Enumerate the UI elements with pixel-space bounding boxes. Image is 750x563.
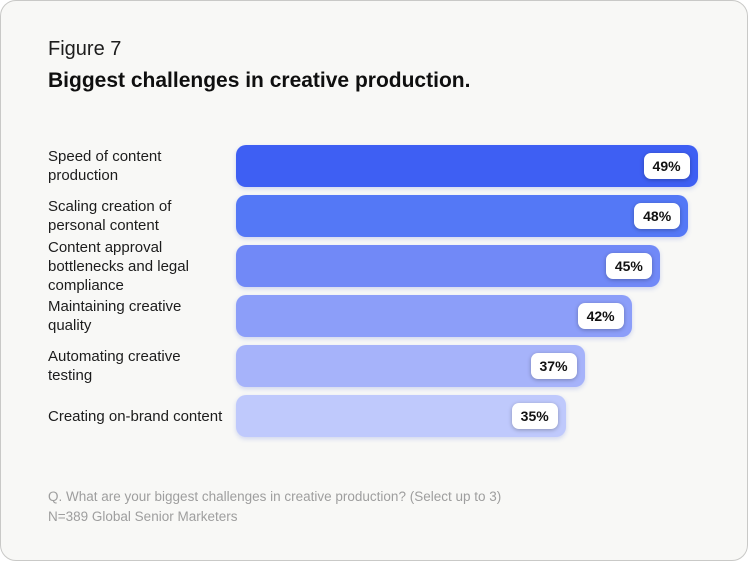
value-badge: 45% xyxy=(605,253,652,279)
bar-area: 37% xyxy=(236,345,707,387)
bar: 35% xyxy=(236,395,566,437)
bar-area: 49% xyxy=(236,145,707,187)
category-label: Speed of content production xyxy=(48,148,162,184)
value-badge: 49% xyxy=(643,153,690,179)
chart-row: Maintaining creative quality 42% xyxy=(48,291,707,341)
bar-chart: Speed of content production 49% Scaling … xyxy=(48,141,707,441)
bar: 49% xyxy=(236,145,698,187)
figure-header: Figure 7 Biggest challenges in creative … xyxy=(48,37,700,94)
category-label: Automating creative testing xyxy=(48,348,181,384)
bar: 45% xyxy=(236,245,660,287)
bar-area: 42% xyxy=(236,295,707,337)
figure-footnote: Q. What are your biggest challenges in c… xyxy=(48,487,700,527)
value-badge: 35% xyxy=(511,403,558,429)
bar-area: 45% xyxy=(236,245,707,287)
figure-title: Biggest challenges in creative productio… xyxy=(48,69,471,92)
chart-row: Speed of content production 49% xyxy=(48,141,707,191)
chart-row: Automating creative testing 37% xyxy=(48,341,707,391)
bar: 48% xyxy=(236,195,689,237)
category-label: Creating on-brand content xyxy=(48,407,223,425)
bar: 37% xyxy=(236,345,585,387)
value-badge: 48% xyxy=(634,203,681,229)
chart-row: Scaling creation of personal content 48% xyxy=(48,191,707,241)
bar-area: 48% xyxy=(236,195,707,237)
figure-number: Figure 7 xyxy=(48,38,122,60)
chart-row: Content approval bottlenecks and legal c… xyxy=(48,239,707,294)
category-label: Maintaining creative quality xyxy=(48,298,182,334)
bar: 42% xyxy=(236,295,632,337)
survey-question: Q. What are your biggest challenges in c… xyxy=(48,489,502,504)
value-badge: 37% xyxy=(530,353,577,379)
value-badge: 42% xyxy=(577,303,624,329)
chart-row: Creating on-brand content 35% xyxy=(48,391,707,441)
category-label: Scaling creation of personal content xyxy=(48,198,172,234)
sample-size: N=389 Global Senior Marketers xyxy=(48,509,238,524)
category-label: Content approval bottlenecks and legal c… xyxy=(48,238,189,294)
bar-area: 35% xyxy=(236,395,707,437)
